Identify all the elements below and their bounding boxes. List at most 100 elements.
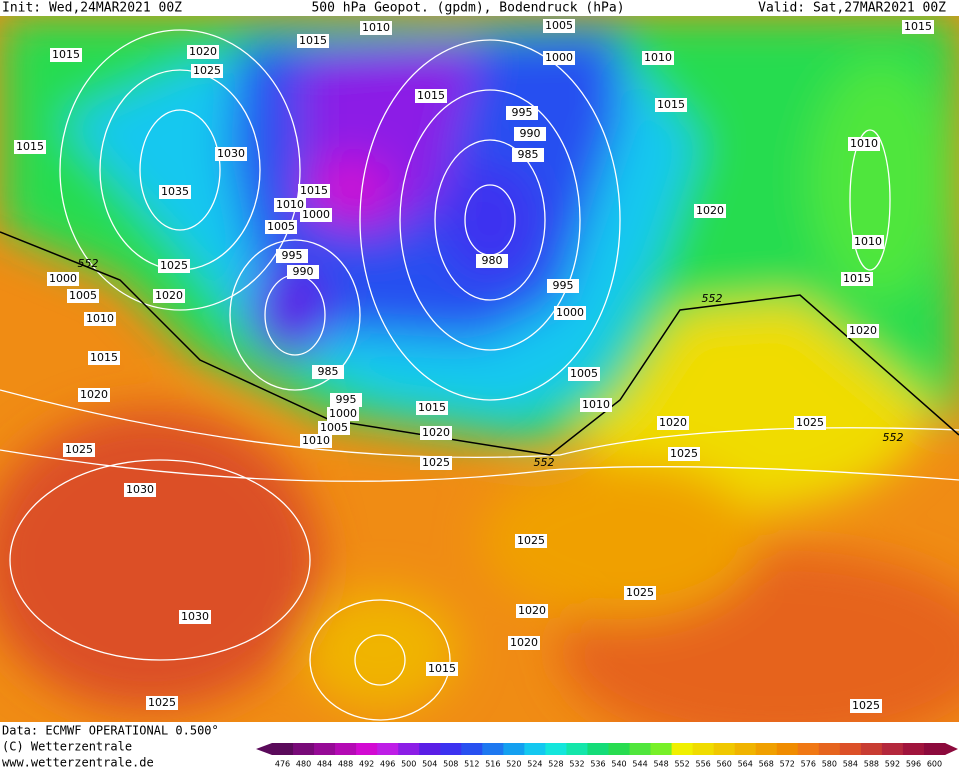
colorbar-cell (671, 743, 694, 755)
isobar-label: 1015 (657, 98, 685, 111)
isobar-label-box (624, 586, 656, 600)
colorbar-cell (692, 743, 715, 755)
isobar-label: 1010 (302, 434, 330, 447)
isobar-label: 1020 (849, 324, 877, 337)
colorbar-cell (314, 743, 336, 755)
isobar-label: 1015 (90, 351, 118, 364)
isobar-label: 990 (293, 265, 314, 278)
map-field (0, 16, 959, 722)
isobar-label: 1025 (626, 586, 654, 599)
colorbar-label: 532 (569, 760, 584, 769)
colorbar-label: 596 (906, 760, 921, 769)
isobar-label: 1005 (545, 19, 573, 32)
isobar-label: 1020 (422, 426, 450, 439)
colorbar-cell (839, 743, 862, 755)
isobar-label: 995 (336, 393, 357, 406)
isobar-label: 1015 (904, 20, 932, 33)
isobar-label-box (543, 19, 575, 33)
colorbar-cell (734, 743, 757, 755)
colorbar-cell (629, 743, 652, 755)
isobar-label-box (265, 220, 297, 234)
isobar-label-box (476, 254, 508, 268)
isobar-label: 1000 (329, 407, 357, 420)
isobar-label: 1025 (160, 259, 188, 272)
isobar-label-box (327, 407, 359, 421)
colorbar-cell (587, 743, 609, 755)
isobar-label-box (580, 398, 612, 412)
isobar-label: 1015 (417, 89, 445, 102)
isobar-label: 1000 (302, 208, 330, 221)
isobar-label-box (84, 312, 116, 326)
valid-time: Valid: Sat,27MAR2021 00Z (758, 1, 946, 16)
isobar-label-box (63, 443, 95, 457)
isobar-label: 1010 (276, 198, 304, 211)
colorbar-cell (713, 743, 736, 755)
colorbar-label: 540 (611, 760, 626, 769)
isobar-label-box (50, 48, 82, 62)
isobar-label: 1005 (69, 289, 97, 302)
isobar-label-box (360, 21, 392, 35)
isobar-label: 980 (482, 254, 503, 267)
isobar-label: 1005 (320, 421, 348, 434)
colorbar-label: 544 (632, 760, 647, 769)
isobar-label: 1010 (854, 235, 882, 248)
isobar-label: 552 (78, 257, 99, 270)
colorbar-label: 568 (759, 760, 774, 769)
colorbar-label: 580 (822, 760, 837, 769)
isobar-label-box (516, 604, 548, 618)
isobar-label: 552 (883, 431, 904, 444)
isobar-label-box (318, 421, 350, 435)
isobar-label: 1025 (796, 416, 824, 429)
isobar-label: 995 (512, 106, 533, 119)
isobar-label-box (274, 198, 306, 212)
isobar-label: 1000 (545, 51, 573, 64)
colorbar-label: 488 (338, 760, 353, 769)
colorbar-label: 592 (885, 760, 900, 769)
colorbar-label: 484 (317, 760, 332, 769)
isobar-label: 1035 (161, 185, 189, 198)
copyright: (C) Wetterzentrale (2, 740, 132, 754)
isobar-label: 990 (520, 127, 541, 140)
colorbar-cell (545, 743, 567, 755)
colorbar-label: 520 (506, 760, 521, 769)
colorbar-cell (524, 743, 546, 755)
isobar-label: 1030 (126, 483, 154, 496)
colorbar-label: 548 (653, 760, 668, 769)
isobar-label: 1025 (422, 456, 450, 469)
init-time: Init: Wed,24MAR2021 00Z (2, 1, 182, 16)
isobar-label: 1010 (86, 312, 114, 325)
colorbar-label: 492 (359, 760, 374, 769)
isobar-label-box (416, 401, 448, 415)
isobar-label-box (847, 324, 879, 338)
colorbar-cell (923, 743, 946, 755)
isobar-label-box (300, 434, 332, 448)
colorbar-cell (440, 743, 462, 755)
colorbar-label: 552 (674, 760, 689, 769)
isobar-label-box (67, 289, 99, 303)
isobar-label-box (426, 662, 458, 676)
isobar-label: 1005 (267, 220, 295, 233)
colorbar-cell (650, 743, 673, 755)
isobar-label: 552 (702, 292, 723, 305)
isobar-label-box (146, 696, 178, 710)
colorbar-label: 528 (548, 760, 563, 769)
isobar-label-box (420, 456, 452, 470)
colorbar-label: 516 (485, 760, 500, 769)
isobar-label-box (78, 388, 110, 402)
colorbar-label: 508 (443, 760, 458, 769)
isobar-label: 1020 (189, 45, 217, 58)
colorbar-label: 504 (422, 760, 437, 769)
isobar-label-box (297, 34, 329, 48)
colorbar-cell (419, 743, 441, 755)
isobar-label: 995 (553, 279, 574, 292)
data-source: Data: ECMWF OPERATIONAL 0.500° (2, 724, 219, 738)
colorbar-cell (818, 743, 841, 755)
colorbar-cell (293, 743, 315, 755)
isobar-label: 1025 (517, 534, 545, 547)
isobar-label: 1010 (850, 137, 878, 150)
website: www.wetterzentrale.de (2, 756, 154, 770)
isobar-label-box (276, 249, 308, 263)
isobar-label-box (852, 235, 884, 249)
